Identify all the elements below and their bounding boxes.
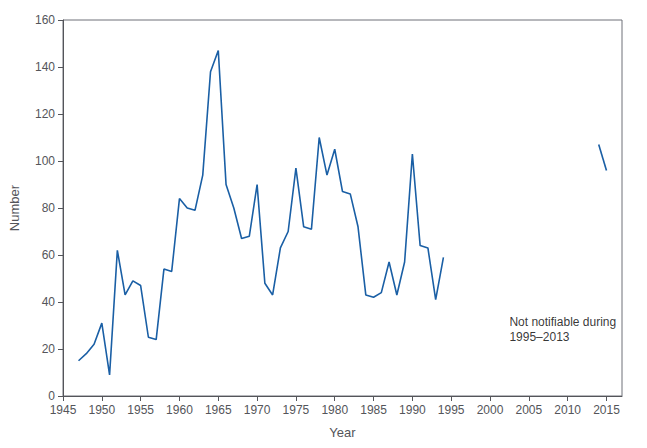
svg-text:2015: 2015 [593,403,620,417]
svg-text:2000: 2000 [477,403,504,417]
svg-text:Not notifiable during: Not notifiable during [509,315,616,329]
svg-text:80: 80 [42,201,56,215]
svg-text:0: 0 [48,389,55,403]
svg-text:2010: 2010 [554,403,581,417]
svg-text:60: 60 [42,248,56,262]
svg-text:160: 160 [35,13,55,27]
svg-text:140: 140 [35,60,55,74]
svg-text:20: 20 [42,342,56,356]
svg-text:1995–2013: 1995–2013 [509,330,569,344]
svg-text:120: 120 [35,107,55,121]
svg-text:1985: 1985 [360,403,387,417]
svg-text:1980: 1980 [321,403,348,417]
svg-text:1970: 1970 [244,403,271,417]
svg-text:Number: Number [7,184,22,231]
svg-text:1945: 1945 [50,403,77,417]
svg-text:1975: 1975 [283,403,310,417]
svg-text:1990: 1990 [399,403,426,417]
svg-text:100: 100 [35,154,55,168]
svg-text:1950: 1950 [88,403,115,417]
svg-text:1995: 1995 [438,403,465,417]
svg-text:40: 40 [42,295,56,309]
svg-text:1955: 1955 [127,403,154,417]
svg-text:1965: 1965 [205,403,232,417]
svg-text:1960: 1960 [166,403,193,417]
svg-text:2005: 2005 [515,403,542,417]
svg-text:Year: Year [329,425,356,440]
